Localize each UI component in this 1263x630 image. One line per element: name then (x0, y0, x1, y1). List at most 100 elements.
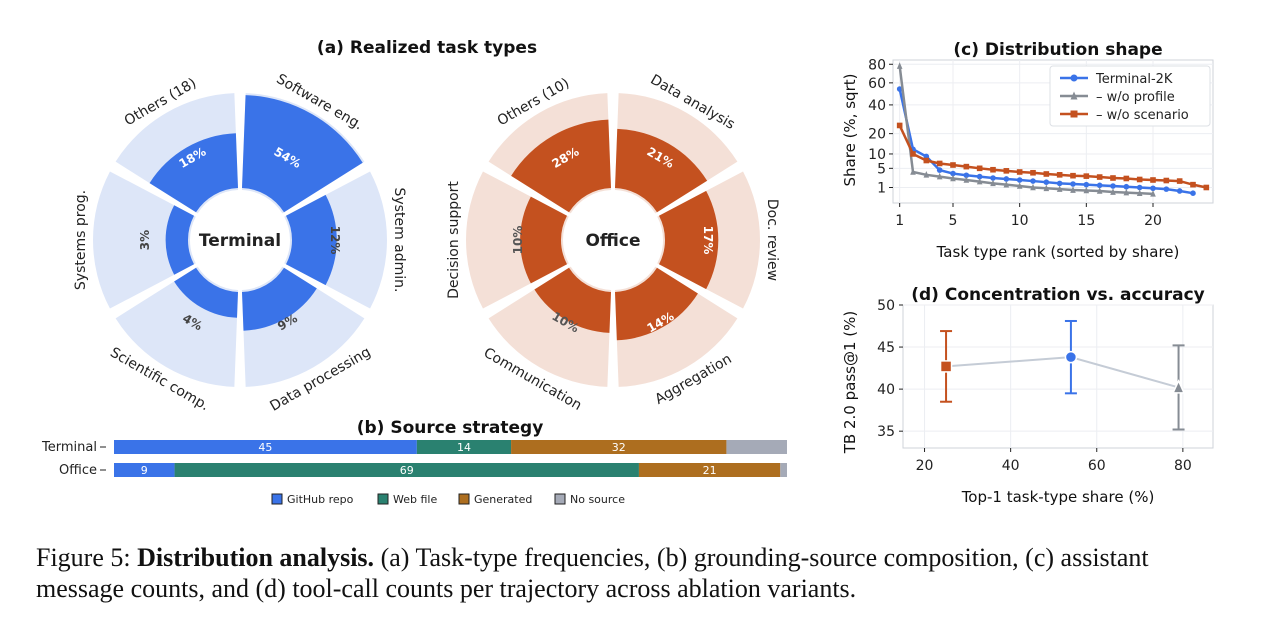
segment-value-label: 32 (612, 441, 626, 454)
data-point (1043, 171, 1050, 177)
data-point (1030, 169, 1036, 176)
data-point (936, 167, 943, 173)
legend-label: – w/o scenario (1096, 108, 1189, 123)
terminal-sector-system-admin (285, 194, 337, 286)
data-point (1171, 379, 1186, 394)
panel-c-xlabel: Task type rank (sorted by share) (936, 243, 1180, 261)
data-point (1016, 169, 1023, 175)
plot-area (902, 304, 1214, 449)
office-sector-data-analysis (614, 128, 708, 213)
terminal-pct-label: 3% (138, 230, 152, 250)
y-tick-label: 60 (868, 76, 886, 92)
segment-value-label: 21 (703, 464, 717, 477)
data-point (939, 360, 953, 373)
data-point (1096, 187, 1103, 194)
row-label: Terminal (41, 440, 97, 455)
caption-label: Figure 5: (36, 543, 131, 572)
data-point (896, 86, 903, 92)
data-point (1110, 175, 1116, 181)
legend-label: – w/o profile (1096, 90, 1175, 105)
data-point (1150, 177, 1156, 183)
bar-segment (114, 440, 417, 454)
data-point (1096, 182, 1103, 189)
y-tick-label: 50 (877, 298, 895, 314)
scatter-chart: 35 40 45 50 20 40 60 80 (877, 298, 1214, 474)
data-point (1163, 177, 1170, 184)
terminal-sector-software-eng (241, 95, 363, 213)
bar-segment (638, 463, 781, 477)
office-pct-label: 17% (701, 226, 715, 255)
panel-d-title: (d) Concentration vs. accuracy (911, 285, 1205, 305)
data-point (1123, 183, 1130, 190)
data-point (1150, 190, 1156, 197)
data-point (1123, 175, 1130, 182)
legend-swatch (377, 493, 389, 505)
data-point (1190, 181, 1196, 188)
data-point (1190, 190, 1196, 196)
row-label: Office (59, 463, 97, 478)
bar-segment (511, 440, 727, 454)
bar-segment (174, 463, 639, 477)
legend-swatch (458, 493, 470, 505)
terminal-center-label: Terminal (199, 231, 281, 251)
data-point (1016, 182, 1023, 189)
terminal-pct-label: 12% (328, 226, 342, 255)
terminal-sector-others-18 (149, 133, 239, 213)
data-point (1176, 178, 1183, 184)
x-tick-label: 80 (1174, 458, 1192, 474)
terminal-sector-systems-prog (165, 205, 195, 275)
data-point (963, 176, 970, 183)
segment-value-label: 14 (457, 441, 471, 454)
office-slice-label: Doc. review (764, 199, 780, 281)
data-point (963, 172, 970, 179)
y-tick-label: 10 (868, 147, 886, 163)
panel-b: (b) Source strategy Terminal 45 14 32 Office… (41, 418, 787, 506)
data-point (1110, 183, 1116, 189)
data-point (1136, 184, 1143, 191)
legend-swatch (271, 493, 283, 505)
caption-text: (a) Task-type frequencies, (b) grounding… (36, 543, 1149, 603)
office-slice-label: Decision support (446, 181, 462, 299)
x-tick-label: 20 (1144, 213, 1162, 229)
data-point (990, 166, 996, 173)
legend-label: Generated (474, 493, 532, 506)
y-tick-label: 40 (877, 382, 895, 398)
office-pct-label: 10% (511, 226, 525, 255)
legend-label: Web file (393, 493, 437, 506)
data-point (1070, 110, 1078, 118)
y-tick-label: 45 (877, 340, 895, 356)
data-point (1070, 186, 1076, 193)
figure-caption: Figure 5: Distribution analysis. (a) Tas… (36, 542, 1236, 604)
office-sector-decision-support (520, 196, 568, 284)
data-point (976, 165, 983, 172)
office-center-label: Office (585, 231, 640, 251)
data-point (950, 170, 956, 177)
y-tick-label: 20 (868, 127, 886, 143)
panel-a: (a) Realized task types 54%Software eng.… (73, 38, 780, 415)
y-tick-label: 1 (877, 180, 886, 196)
data-point (1070, 91, 1078, 100)
data-point (950, 162, 956, 168)
stacked-bars: Terminal 45 14 32 Office 9 69 21 (41, 440, 787, 478)
segment-value-label: 69 (400, 464, 414, 477)
data-point (1030, 178, 1036, 184)
x-tick-label: 20 (916, 458, 934, 474)
data-point (896, 122, 903, 129)
data-point (976, 177, 983, 185)
data-point (1043, 184, 1050, 192)
data-point (910, 168, 916, 175)
data-point (1003, 176, 1010, 182)
data-point (1096, 174, 1103, 180)
data-point (1150, 185, 1156, 192)
data-point (1043, 179, 1050, 185)
data-point (936, 172, 943, 180)
office-sector-doc-review (658, 190, 719, 290)
x-tick-label: 5 (949, 213, 958, 229)
data-point (963, 163, 970, 170)
data-point (1064, 350, 1078, 364)
y-tick-label: 5 (877, 161, 886, 177)
data-point (950, 174, 956, 182)
